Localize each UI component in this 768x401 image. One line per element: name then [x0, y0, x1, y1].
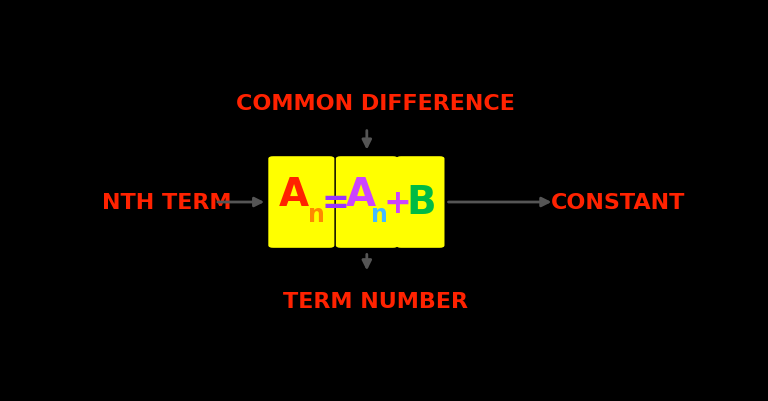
Text: NTH TERM: NTH TERM — [102, 192, 231, 213]
Text: A: A — [279, 176, 310, 214]
Text: n: n — [372, 203, 389, 227]
FancyBboxPatch shape — [396, 157, 445, 248]
Text: TERM NUMBER: TERM NUMBER — [283, 292, 468, 311]
Text: =: = — [321, 186, 349, 219]
Text: A: A — [346, 176, 376, 214]
Text: n: n — [309, 203, 326, 227]
Text: B: B — [407, 184, 436, 221]
FancyBboxPatch shape — [336, 157, 398, 248]
FancyBboxPatch shape — [268, 157, 334, 248]
Text: CONSTANT: CONSTANT — [551, 192, 685, 213]
Text: COMMON DIFFERENCE: COMMON DIFFERENCE — [237, 94, 515, 113]
Text: +: + — [383, 186, 411, 219]
